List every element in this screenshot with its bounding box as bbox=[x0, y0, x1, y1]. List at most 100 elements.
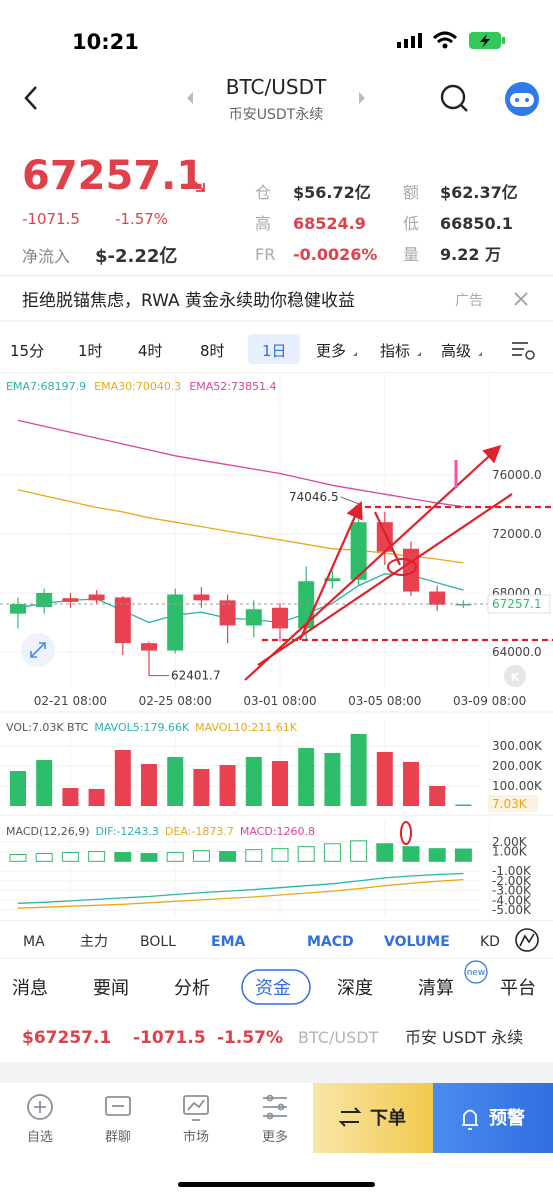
indicator-tab[interactable]: EMA bbox=[211, 934, 245, 950]
active-section-bg bbox=[241, 969, 311, 1005]
banner-tag: 广告 bbox=[455, 293, 483, 309]
alert-label[interactable]: 预警 bbox=[489, 1107, 525, 1129]
volume-bar bbox=[324, 753, 341, 806]
volume-bar bbox=[376, 752, 393, 806]
section-tab[interactable]: 分析 bbox=[174, 978, 210, 999]
interval-tab[interactable]: 8时 bbox=[200, 342, 225, 360]
indicator-tab[interactable]: MACD bbox=[307, 934, 354, 950]
price-change-pct: -1.57% bbox=[115, 210, 168, 228]
volume-bar bbox=[272, 761, 288, 806]
nav-label[interactable]: 群聊 bbox=[105, 1130, 131, 1145]
divider bbox=[0, 372, 553, 373]
order-label[interactable]: 下单 bbox=[370, 1107, 406, 1129]
section-tab[interactable]: 平台 bbox=[500, 978, 536, 999]
volume-bar bbox=[429, 786, 446, 806]
nav-label[interactable]: 自选 bbox=[27, 1130, 53, 1145]
section-tab[interactable]: 资金 bbox=[255, 978, 291, 999]
macd-legend: DIF:-1243.3 bbox=[96, 825, 159, 838]
macd-bar bbox=[245, 849, 263, 862]
macd-bar bbox=[192, 850, 210, 862]
ema-line bbox=[17, 573, 464, 624]
indicator-tab[interactable]: BOLL bbox=[140, 934, 176, 950]
volume-bar bbox=[88, 789, 105, 806]
interval-tab[interactable]: 指标 bbox=[380, 342, 410, 360]
section-tab[interactable]: 要闻 bbox=[93, 978, 129, 999]
macd-bar bbox=[114, 852, 132, 862]
stat-value: $56.72亿 bbox=[293, 183, 371, 202]
macd-bar bbox=[402, 846, 420, 862]
home-indicator bbox=[178, 1182, 375, 1187]
candle-body bbox=[403, 548, 419, 592]
candle-body bbox=[141, 643, 157, 651]
footer-change-pct: -1.57% bbox=[217, 1028, 283, 1048]
macd-bar bbox=[271, 848, 289, 862]
x-tick-label: 03-01 08:00 bbox=[243, 694, 316, 708]
interval-tab[interactable]: 高级 bbox=[441, 342, 471, 360]
macd-legend: MACD:1260.8 bbox=[240, 825, 315, 838]
banner-text[interactable]: 拒绝脱锚焦虑，RWA 黄金永续助你稳健收益 bbox=[22, 291, 355, 311]
dropdown-caret bbox=[478, 352, 482, 356]
nav-label[interactable]: 市场 bbox=[183, 1129, 209, 1145]
order-button[interactable] bbox=[313, 1083, 433, 1153]
k-button[interactable]: K bbox=[504, 665, 526, 687]
candle-body bbox=[114, 597, 131, 644]
stat-value: 68524.9 bbox=[293, 214, 366, 233]
draw-tool[interactable] bbox=[515, 928, 539, 952]
stat-label: 高 bbox=[255, 214, 271, 233]
stat-label: 额 bbox=[403, 183, 419, 202]
assistant-avatar[interactable] bbox=[505, 82, 539, 116]
indicator-tab[interactable]: KD bbox=[480, 934, 500, 950]
interval-tab[interactable]: 1日 bbox=[262, 342, 287, 360]
macd-bar bbox=[350, 840, 368, 862]
nav-label[interactable]: 更多 bbox=[262, 1129, 288, 1145]
banner-close[interactable] bbox=[514, 292, 528, 306]
candle-body bbox=[219, 600, 236, 626]
net-inflow-label: 净流入 bbox=[22, 247, 70, 266]
next-symbol[interactable] bbox=[359, 92, 365, 104]
interval-tab[interactable]: 4时 bbox=[138, 342, 163, 360]
volume-bar bbox=[141, 764, 157, 806]
footer-market: 币安 USDT 永续 bbox=[405, 1028, 523, 1047]
indicator-tab[interactable]: VOLUME bbox=[384, 934, 450, 950]
new-badge: new bbox=[467, 968, 486, 978]
fullscreen-button[interactable] bbox=[21, 633, 55, 667]
stat-label: FR bbox=[255, 245, 275, 264]
macd-bar bbox=[323, 843, 341, 862]
ema-line bbox=[17, 489, 464, 564]
symbol-subtitle: 币安USDT永续 bbox=[229, 106, 323, 123]
nav-icons bbox=[27, 1094, 287, 1121]
candle-body bbox=[10, 604, 26, 614]
candle-body bbox=[298, 581, 315, 629]
search-button[interactable] bbox=[440, 84, 468, 112]
interval-tab[interactable]: 1时 bbox=[78, 342, 103, 360]
volume-bar bbox=[455, 804, 472, 806]
indicator-tab[interactable]: MA bbox=[23, 934, 45, 950]
symbol-title[interactable]: BTC/USDT bbox=[226, 75, 327, 99]
indicator-tab[interactable]: 主力 bbox=[80, 934, 108, 950]
alert-button[interactable] bbox=[433, 1083, 553, 1153]
macd-bar bbox=[219, 851, 237, 862]
section-tab[interactable]: 清算 bbox=[418, 978, 454, 999]
prev-symbol[interactable] bbox=[187, 92, 193, 104]
x-tick-label: 02-21 08:00 bbox=[34, 694, 107, 708]
macd-bar bbox=[428, 848, 446, 862]
stat-value: 9.22 万 bbox=[440, 245, 501, 264]
stat-label: 低 bbox=[403, 214, 419, 233]
volume-bar bbox=[219, 765, 236, 806]
interval-tab[interactable]: 15分 bbox=[10, 342, 44, 360]
back-button[interactable] bbox=[24, 86, 37, 110]
y-tick-label: -3.00K bbox=[492, 884, 532, 898]
footer-symbol: BTC/USDT bbox=[298, 1028, 379, 1047]
stat-label: 量 bbox=[403, 245, 419, 264]
section-tab[interactable]: 消息 bbox=[12, 978, 48, 999]
chart-settings[interactable] bbox=[512, 342, 535, 360]
divider bbox=[0, 920, 553, 921]
footer-price: $67257.1 bbox=[22, 1028, 111, 1048]
volume-bar bbox=[193, 769, 210, 806]
macd-bar bbox=[88, 851, 106, 862]
dropdown-caret bbox=[417, 352, 421, 356]
interval-tab[interactable]: 更多 bbox=[316, 342, 346, 360]
section-tab[interactable]: 深度 bbox=[337, 978, 373, 999]
volume-bar bbox=[114, 750, 131, 806]
y-tick-label: 76000.0 bbox=[492, 468, 542, 482]
